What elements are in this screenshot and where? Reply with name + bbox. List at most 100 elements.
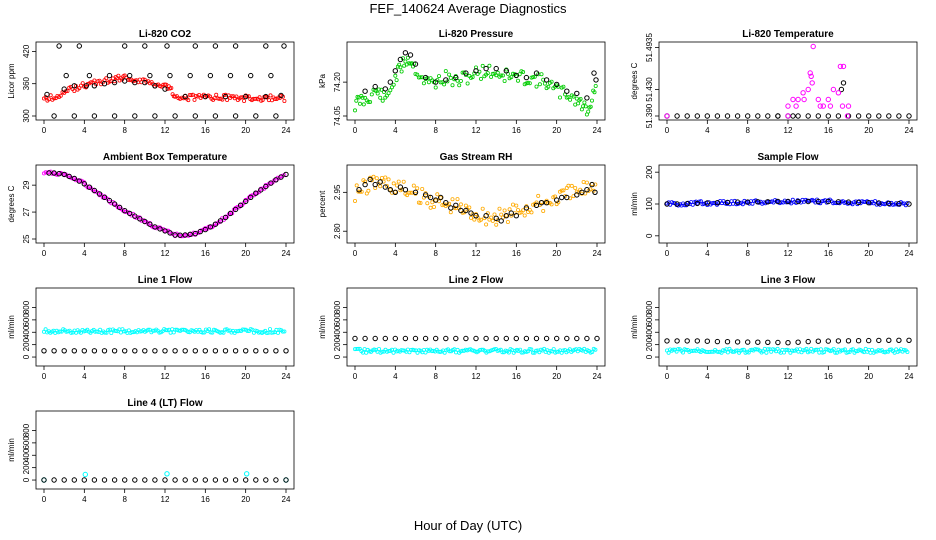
data-point — [46, 170, 52, 176]
data-point — [886, 200, 892, 207]
data-point — [536, 193, 541, 198]
series-black — [352, 335, 600, 342]
y-tick-label: 800 — [22, 423, 31, 437]
data-point — [51, 170, 57, 176]
data-point — [896, 337, 902, 343]
data-point — [243, 477, 249, 483]
data-point — [492, 212, 497, 217]
data-point — [765, 199, 771, 205]
data-point — [740, 202, 745, 207]
data-point — [839, 103, 846, 109]
data-point — [387, 79, 393, 85]
data-point — [674, 113, 680, 119]
data-point — [798, 347, 803, 352]
data-point — [805, 338, 811, 345]
x-tick-label: 8 — [122, 249, 127, 258]
data-point — [258, 187, 264, 193]
data-point — [503, 68, 509, 74]
data-point — [866, 113, 872, 119]
y-tick-label: 600 — [645, 313, 654, 327]
data-point — [132, 213, 138, 219]
data-point — [755, 339, 761, 345]
data-point — [835, 338, 842, 344]
data-point — [220, 97, 225, 102]
data-point — [522, 213, 527, 218]
y-tick-label: 600 — [333, 313, 342, 327]
data-point — [63, 72, 69, 79]
data-point — [886, 337, 892, 343]
data-point — [674, 201, 680, 207]
y-tick-label: 420 — [22, 44, 31, 58]
data-point — [775, 113, 781, 119]
data-point — [532, 74, 537, 79]
data-point — [559, 188, 564, 193]
data-point — [664, 113, 670, 119]
data-point — [463, 70, 469, 76]
data-point — [81, 181, 88, 187]
x-tick-label: 12 — [161, 249, 170, 258]
data-point — [463, 207, 469, 214]
x-tick-label: 16 — [824, 372, 833, 381]
data-point — [80, 81, 85, 86]
panel-frame — [35, 287, 295, 367]
data-point — [855, 338, 862, 344]
data-point — [142, 218, 148, 225]
data-point — [257, 95, 262, 100]
data-point — [890, 202, 895, 207]
data-point — [442, 82, 447, 87]
data-point — [534, 348, 539, 353]
data-point — [71, 113, 78, 119]
data-point — [81, 477, 88, 483]
y-tick-label: 51.430 — [645, 77, 654, 102]
data-point — [815, 96, 821, 103]
data-point — [584, 187, 590, 193]
data-point — [157, 330, 162, 335]
data-point — [764, 350, 769, 355]
x-tick-label: 24 — [282, 126, 291, 135]
data-point — [86, 184, 93, 190]
data-point — [372, 181, 378, 188]
x-tick-label: 16 — [201, 372, 210, 381]
data-point — [886, 113, 892, 119]
data-point — [755, 113, 761, 119]
data-point — [283, 171, 289, 178]
x-tick-label: 20 — [241, 495, 250, 504]
data-point — [467, 205, 472, 210]
panel-ylabel: ml/min — [7, 438, 16, 462]
data-point — [453, 74, 459, 81]
data-point — [366, 100, 371, 105]
data-point — [122, 78, 128, 84]
data-point — [694, 338, 700, 344]
data-point — [362, 181, 368, 188]
x-tick-label: 16 — [201, 126, 210, 135]
data-point — [397, 56, 404, 63]
data-point — [478, 217, 483, 222]
data-point — [741, 347, 746, 352]
series-black — [46, 170, 289, 238]
data-point — [489, 215, 494, 220]
x-tick-label: 24 — [593, 249, 602, 258]
data-point — [253, 113, 259, 119]
y-tick-label: 0 — [22, 477, 31, 482]
data-point — [378, 95, 383, 100]
y-tick-label: 200 — [645, 165, 654, 179]
data-point — [388, 88, 393, 93]
data-point — [745, 113, 751, 119]
data-point — [514, 203, 519, 208]
y-tick-label: 2.80 — [333, 223, 342, 239]
data-point — [510, 202, 515, 207]
x-tick-label: 8 — [745, 126, 750, 135]
x-tick-label: 20 — [552, 249, 561, 258]
data-point — [104, 76, 109, 81]
data-point — [808, 73, 814, 80]
data-point — [554, 335, 560, 342]
data-point — [352, 108, 357, 113]
data-point — [485, 71, 490, 76]
data-point — [242, 327, 247, 332]
data-point — [280, 329, 285, 334]
data-point — [443, 200, 449, 206]
data-point — [582, 100, 587, 105]
data-point — [455, 197, 460, 202]
data-point — [232, 113, 239, 119]
data-point — [513, 213, 519, 219]
